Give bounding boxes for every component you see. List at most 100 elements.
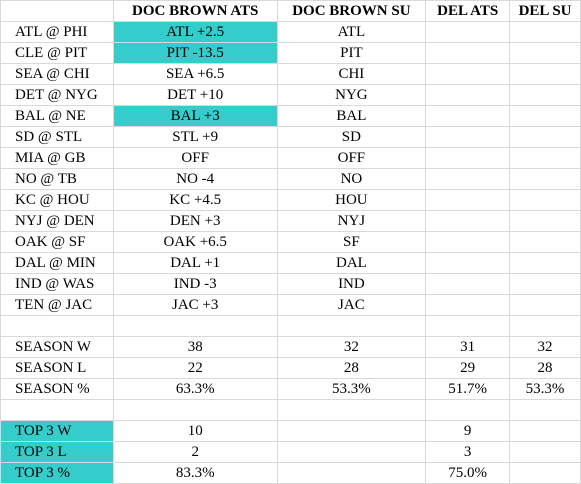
del-ats-cell[interactable] [425,252,511,274]
del-ats-cell[interactable]: 75.0% [425,462,511,484]
doc-brown-ats-cell[interactable]: ATL +2.5 [112,21,278,43]
empty-cell[interactable] [276,315,427,337]
del-ats-cell[interactable] [425,42,511,64]
del-su-cell[interactable] [509,168,581,190]
matchup-cell[interactable]: SD @ STL [0,126,114,148]
top3-label-cell[interactable]: TOP 3 % [0,462,114,484]
doc-brown-su-cell[interactable]: HOU [276,189,427,211]
doc-brown-ats-cell[interactable]: JAC +3 [112,294,278,316]
season-label-cell[interactable]: SEASON W [0,336,114,358]
matchup-cell[interactable]: NO @ TB [0,168,114,190]
del-ats-cell[interactable] [425,84,511,106]
doc-brown-su-cell[interactable]: BAL [276,105,427,127]
doc-brown-su-cell[interactable]: CHI [276,63,427,85]
empty-cell[interactable] [509,399,581,421]
doc-brown-ats-cell[interactable]: 63.3% [112,378,278,400]
header-cell-doc-brown-su[interactable]: DOC BROWN SU [276,0,427,22]
doc-brown-ats-cell[interactable]: BAL +3 [112,105,278,127]
doc-brown-ats-cell[interactable]: 22 [112,357,278,379]
doc-brown-ats-cell[interactable]: 2 [112,441,278,463]
matchup-cell[interactable]: KC @ HOU [0,189,114,211]
doc-brown-ats-cell[interactable]: DAL +1 [112,252,278,274]
doc-brown-ats-cell[interactable]: OFF [112,147,278,169]
del-ats-cell[interactable] [425,105,511,127]
matchup-cell[interactable]: MIA @ GB [0,147,114,169]
doc-brown-ats-cell[interactable]: STL +9 [112,126,278,148]
matchup-cell[interactable]: ATL @ PHI [0,21,114,43]
doc-brown-su-cell[interactable]: IND [276,273,427,295]
doc-brown-su-cell[interactable] [276,420,427,442]
matchup-cell[interactable]: NYJ @ DEN [0,210,114,232]
del-ats-cell[interactable] [425,231,511,253]
doc-brown-su-cell[interactable]: NYG [276,84,427,106]
doc-brown-su-cell[interactable]: OFF [276,147,427,169]
del-su-cell[interactable] [509,231,581,253]
doc-brown-su-cell[interactable]: NYJ [276,210,427,232]
matchup-cell[interactable]: DAL @ MIN [0,252,114,274]
matchup-cell[interactable]: CLE @ PIT [0,42,114,64]
matchup-cell[interactable]: DET @ NYG [0,84,114,106]
del-su-cell[interactable]: 28 [509,357,581,379]
doc-brown-ats-cell[interactable]: DEN +3 [112,210,278,232]
matchup-cell[interactable]: SEA @ CHI [0,63,114,85]
matchup-cell[interactable]: OAK @ SF [0,231,114,253]
del-su-cell[interactable] [509,63,581,85]
del-ats-cell[interactable] [425,168,511,190]
doc-brown-ats-cell[interactable]: SEA +6.5 [112,63,278,85]
doc-brown-ats-cell[interactable]: NO -4 [112,168,278,190]
del-su-cell[interactable] [509,42,581,64]
doc-brown-su-cell[interactable] [276,462,427,484]
doc-brown-ats-cell[interactable]: OAK +6.5 [112,231,278,253]
del-su-cell[interactable] [509,462,581,484]
del-ats-cell[interactable]: 9 [425,420,511,442]
empty-cell[interactable] [276,399,427,421]
doc-brown-su-cell[interactable]: JAC [276,294,427,316]
doc-brown-su-cell[interactable]: SF [276,231,427,253]
del-ats-cell[interactable] [425,294,511,316]
doc-brown-su-cell[interactable]: SD [276,126,427,148]
header-cell-del-ats[interactable]: DEL ATS [425,0,511,22]
doc-brown-su-cell[interactable]: ATL [276,21,427,43]
doc-brown-su-cell[interactable] [276,441,427,463]
del-ats-cell[interactable] [425,126,511,148]
season-label-cell[interactable]: SEASON % [0,378,114,400]
del-ats-cell[interactable]: 31 [425,336,511,358]
del-su-cell[interactable] [509,273,581,295]
empty-cell[interactable] [112,315,278,337]
header-cell-doc-brown-ats[interactable]: DOC BROWN ATS [112,0,278,22]
doc-brown-su-cell[interactable]: 53.3% [276,378,427,400]
doc-brown-su-cell[interactable]: 32 [276,336,427,358]
del-ats-cell[interactable]: 51.7% [425,378,511,400]
del-su-cell[interactable]: 53.3% [509,378,581,400]
matchup-cell[interactable]: BAL @ NE [0,105,114,127]
top3-label-cell[interactable]: TOP 3 L [0,441,114,463]
del-su-cell[interactable] [509,252,581,274]
header-cell-del-su[interactable]: DEL SU [509,0,581,22]
del-su-cell[interactable] [509,294,581,316]
del-su-cell[interactable] [509,441,581,463]
doc-brown-su-cell[interactable]: PIT [276,42,427,64]
del-su-cell[interactable] [509,84,581,106]
empty-cell[interactable] [0,315,114,337]
del-ats-cell[interactable] [425,21,511,43]
doc-brown-ats-cell[interactable]: 10 [112,420,278,442]
del-su-cell[interactable] [509,189,581,211]
del-ats-cell[interactable] [425,147,511,169]
del-ats-cell[interactable] [425,189,511,211]
del-ats-cell[interactable] [425,63,511,85]
del-su-cell[interactable] [509,105,581,127]
doc-brown-ats-cell[interactable]: DET +10 [112,84,278,106]
doc-brown-ats-cell[interactable]: 83.3% [112,462,278,484]
header-cell-matchup[interactable] [0,0,114,22]
doc-brown-ats-cell[interactable]: 38 [112,336,278,358]
matchup-cell[interactable]: TEN @ JAC [0,294,114,316]
empty-cell[interactable] [425,399,511,421]
doc-brown-su-cell[interactable]: DAL [276,252,427,274]
matchup-cell[interactable]: IND @ WAS [0,273,114,295]
doc-brown-ats-cell[interactable]: PIT -13.5 [112,42,278,64]
del-su-cell[interactable] [509,420,581,442]
del-su-cell[interactable]: 32 [509,336,581,358]
del-ats-cell[interactable] [425,273,511,295]
del-su-cell[interactable] [509,147,581,169]
del-ats-cell[interactable]: 29 [425,357,511,379]
